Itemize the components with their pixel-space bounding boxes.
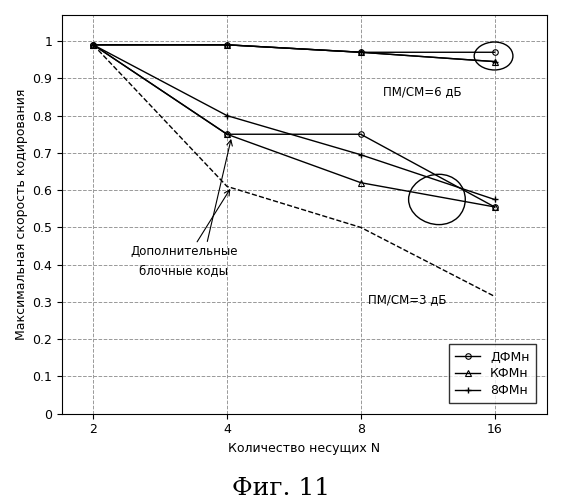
Y-axis label: Максимальная скорость кодирования: Максимальная скорость кодирования — [15, 88, 28, 340]
X-axis label: Количество несущих N: Количество несущих N — [228, 442, 380, 455]
Text: ПМ/СМ=6 дБ: ПМ/СМ=6 дБ — [383, 85, 462, 98]
Text: ПМ/СМ=3 дБ: ПМ/СМ=3 дБ — [368, 294, 446, 306]
Text: Дополнительные: Дополнительные — [130, 245, 238, 258]
Text: блочные коды: блочные коды — [139, 264, 228, 277]
Legend: ДФМн, КФМн, 8ФМн: ДФМн, КФМн, 8ФМн — [449, 344, 536, 404]
Text: Фиг. 11: Фиг. 11 — [232, 477, 330, 500]
